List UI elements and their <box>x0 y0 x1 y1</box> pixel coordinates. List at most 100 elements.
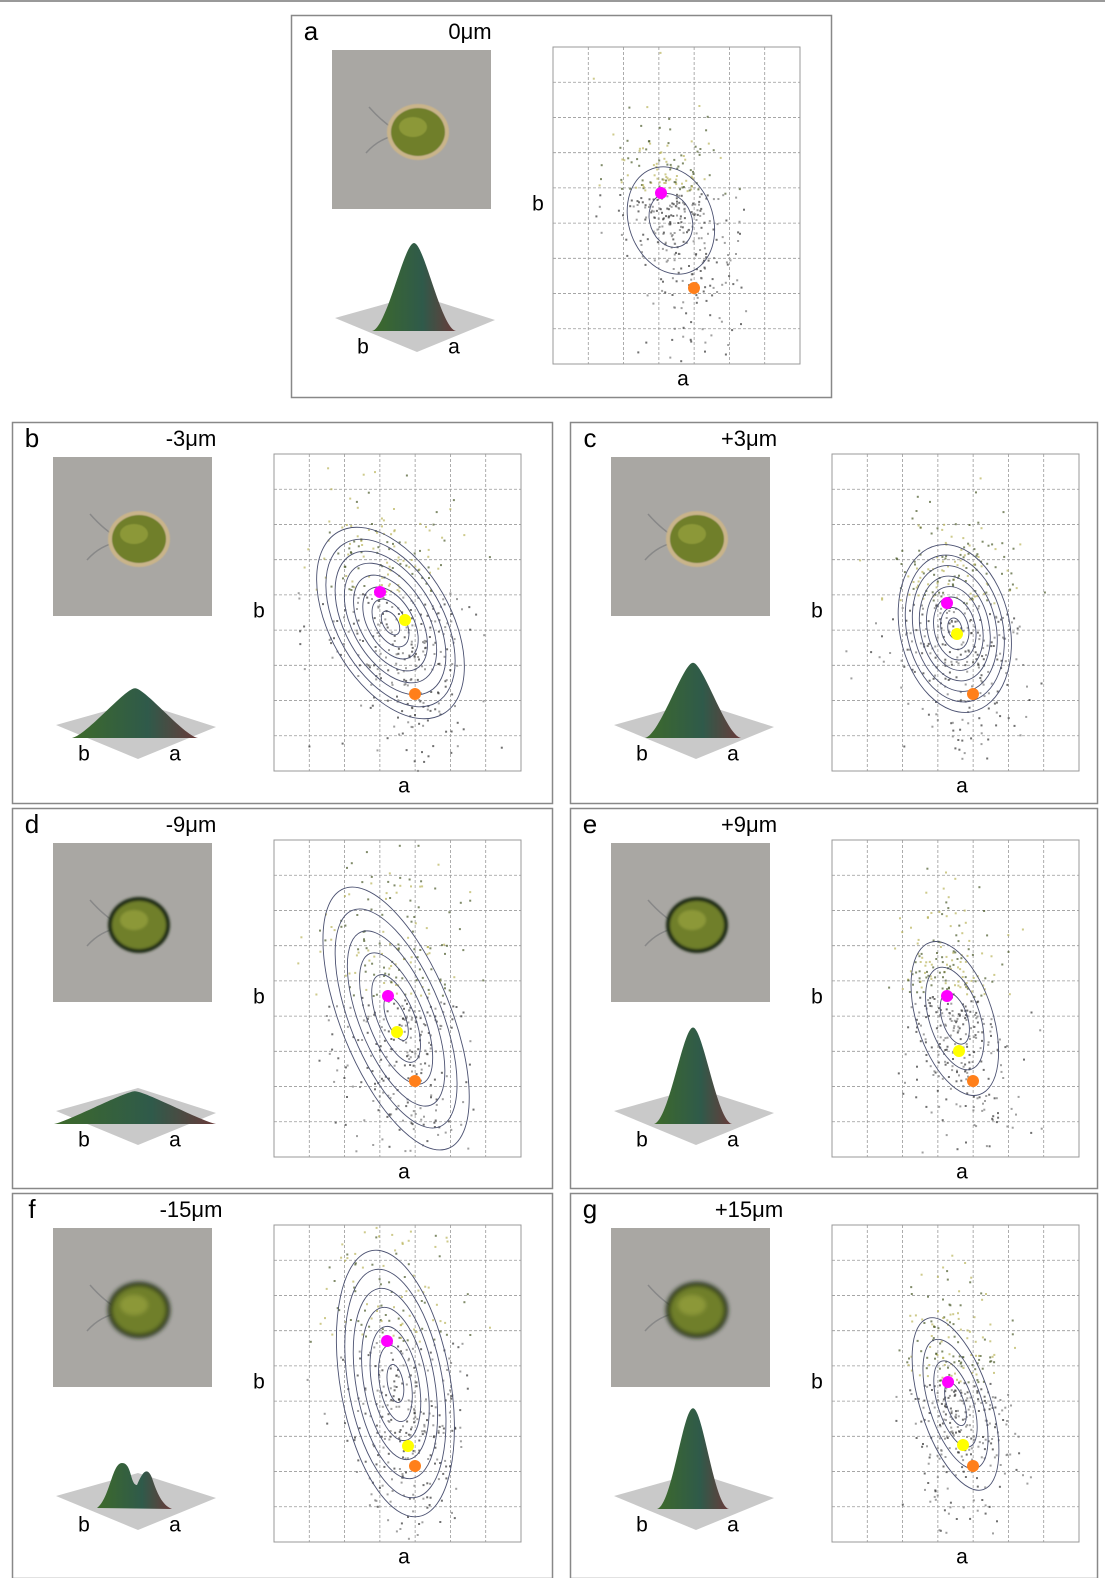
scatter-point <box>683 327 685 329</box>
scatter-point <box>909 610 911 612</box>
scatter-point <box>957 1426 959 1428</box>
scatter-point <box>947 1367 949 1369</box>
scatter-point <box>336 1069 338 1071</box>
scatter-point <box>600 178 602 180</box>
scatter-point <box>663 232 665 234</box>
scatter-point <box>407 1102 409 1104</box>
scatter-point <box>399 877 401 879</box>
scatter-point <box>958 1452 960 1454</box>
scatter-point <box>345 575 347 577</box>
scatter-point <box>954 1416 956 1418</box>
scatter-point <box>420 880 422 882</box>
scatter-point <box>393 1468 395 1470</box>
scatter-point <box>635 187 637 189</box>
scatter-point <box>978 556 980 558</box>
scatter-point <box>422 977 424 979</box>
scatter-point <box>704 351 706 353</box>
scatter-point <box>404 1064 406 1066</box>
scatter-point <box>428 1287 430 1289</box>
scatter-point <box>939 1529 941 1531</box>
scatter-point <box>419 550 421 552</box>
scatter-point <box>975 980 977 982</box>
scatter-point <box>960 1389 962 1391</box>
scatter-point <box>390 1368 392 1370</box>
scatter-point <box>697 297 699 299</box>
scatter-point <box>1013 548 1015 550</box>
scatter-point <box>941 1341 943 1343</box>
scatter-point <box>436 1459 438 1461</box>
scatter-point <box>375 678 377 680</box>
scatter-point <box>660 151 662 153</box>
scatter-point <box>319 930 321 932</box>
scatter-point <box>710 334 712 336</box>
scatter-point <box>337 1057 339 1059</box>
scatter-point <box>619 194 621 196</box>
scatter-point <box>455 1488 457 1490</box>
scatter-point <box>368 602 370 604</box>
scatter-point <box>629 205 631 207</box>
scatter-point <box>997 1112 999 1114</box>
scatter-point <box>368 960 370 962</box>
scatter-point <box>945 542 947 544</box>
cell-highlight <box>120 1295 148 1315</box>
scatter-point <box>989 1506 991 1508</box>
scatter-point <box>957 966 959 968</box>
scatter-point <box>987 645 989 647</box>
scatter-point <box>411 559 413 561</box>
scatter-point <box>357 535 359 537</box>
scatter-point <box>669 168 671 170</box>
scatter-point <box>931 1046 933 1048</box>
scatter-point <box>953 1030 955 1032</box>
scatter-point <box>722 236 724 238</box>
scatter-point <box>402 1456 404 1458</box>
depth-label: 0μm <box>448 19 491 44</box>
scatter-point <box>994 1397 996 1399</box>
scatter-point <box>331 1334 333 1336</box>
scatter-point <box>345 975 347 977</box>
scatter-point <box>645 204 647 206</box>
scatter-point <box>403 679 405 681</box>
scatter-point <box>949 651 951 653</box>
scatter-point <box>951 1412 953 1414</box>
scatter-point <box>951 1255 953 1257</box>
scatter-point <box>365 989 367 991</box>
scatter-point <box>329 639 331 641</box>
scatter-point <box>384 1029 386 1031</box>
surface-a-label: a <box>169 1514 181 1537</box>
scatter-point <box>483 700 485 702</box>
scatter-point <box>661 226 663 228</box>
scatter-point <box>954 561 956 563</box>
scatter-point <box>931 1323 933 1325</box>
scatter-point <box>964 1057 966 1059</box>
scatter-point <box>951 536 953 538</box>
scatter-point <box>359 1086 361 1088</box>
scatter-point <box>1002 1077 1004 1079</box>
scatter-point <box>969 1331 971 1333</box>
scatter-point <box>954 878 956 880</box>
scatter-point <box>414 552 416 554</box>
scatter-point <box>406 1384 408 1386</box>
cell-highlight <box>678 910 706 930</box>
scatter-point <box>925 1038 927 1040</box>
scatter-point <box>943 888 945 890</box>
scatter-point <box>382 931 384 933</box>
scatter-point <box>946 617 948 619</box>
scatter-point <box>361 544 363 546</box>
density-plot <box>274 1225 521 1542</box>
scatter-point <box>1000 1064 1002 1066</box>
scatter-point <box>657 178 659 180</box>
scatter-point <box>928 1420 930 1422</box>
scatter-point <box>934 646 936 648</box>
scatter-point <box>393 726 395 728</box>
scatter-point <box>623 159 625 161</box>
scatter-point <box>976 1374 978 1376</box>
scatter-point <box>979 692 981 694</box>
scatter-point <box>965 1400 967 1402</box>
scatter-point <box>960 654 962 656</box>
scatter-point <box>367 1032 369 1034</box>
scatter-point <box>618 210 620 212</box>
scatter-point <box>394 1249 396 1251</box>
scatter-point <box>948 583 950 585</box>
scatter-point <box>938 1054 940 1056</box>
scatter-point <box>387 700 389 702</box>
